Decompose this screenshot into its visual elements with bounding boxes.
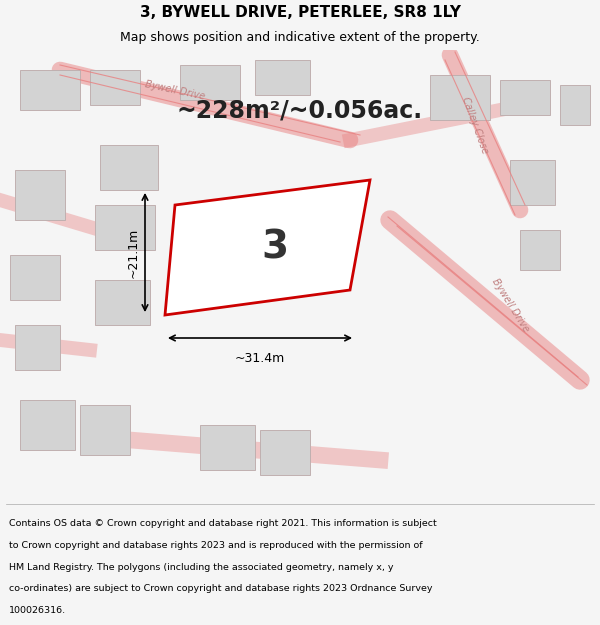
Text: to Crown copyright and database rights 2023 and is reproduced with the permissio: to Crown copyright and database rights 2… (9, 541, 422, 549)
Text: co-ordinates) are subject to Crown copyright and database rights 2023 Ordnance S: co-ordinates) are subject to Crown copyr… (9, 584, 433, 593)
Polygon shape (560, 85, 590, 125)
Polygon shape (20, 70, 80, 110)
Polygon shape (95, 205, 155, 250)
Polygon shape (180, 65, 240, 100)
Text: Bywell Drive: Bywell Drive (490, 276, 530, 334)
Polygon shape (520, 230, 560, 270)
Polygon shape (100, 145, 158, 190)
Polygon shape (510, 160, 555, 205)
Polygon shape (20, 400, 75, 450)
Text: HM Land Registry. The polygons (including the associated geometry, namely x, y: HM Land Registry. The polygons (includin… (9, 562, 394, 571)
Polygon shape (95, 280, 150, 325)
Polygon shape (10, 255, 60, 300)
Text: Bywell Drive: Bywell Drive (144, 79, 206, 101)
Text: Contains OS data © Crown copyright and database right 2021. This information is : Contains OS data © Crown copyright and d… (9, 519, 437, 528)
Polygon shape (165, 180, 370, 315)
Polygon shape (90, 70, 140, 105)
Text: 3: 3 (262, 229, 289, 266)
Polygon shape (15, 170, 65, 220)
Text: 100026316.: 100026316. (9, 606, 66, 615)
Text: Calley Close: Calley Close (460, 95, 490, 155)
Polygon shape (260, 430, 310, 475)
Polygon shape (80, 405, 130, 455)
Text: ~31.4m: ~31.4m (235, 352, 285, 365)
Text: ~228m²/~0.056ac.: ~228m²/~0.056ac. (177, 98, 423, 122)
Polygon shape (500, 80, 550, 115)
Polygon shape (430, 75, 490, 120)
Polygon shape (200, 425, 255, 470)
Text: ~21.1m: ~21.1m (127, 228, 140, 278)
Text: Map shows position and indicative extent of the property.: Map shows position and indicative extent… (120, 31, 480, 44)
Polygon shape (15, 325, 60, 370)
Text: 3, BYWELL DRIVE, PETERLEE, SR8 1LY: 3, BYWELL DRIVE, PETERLEE, SR8 1LY (139, 5, 461, 20)
Polygon shape (255, 60, 310, 95)
